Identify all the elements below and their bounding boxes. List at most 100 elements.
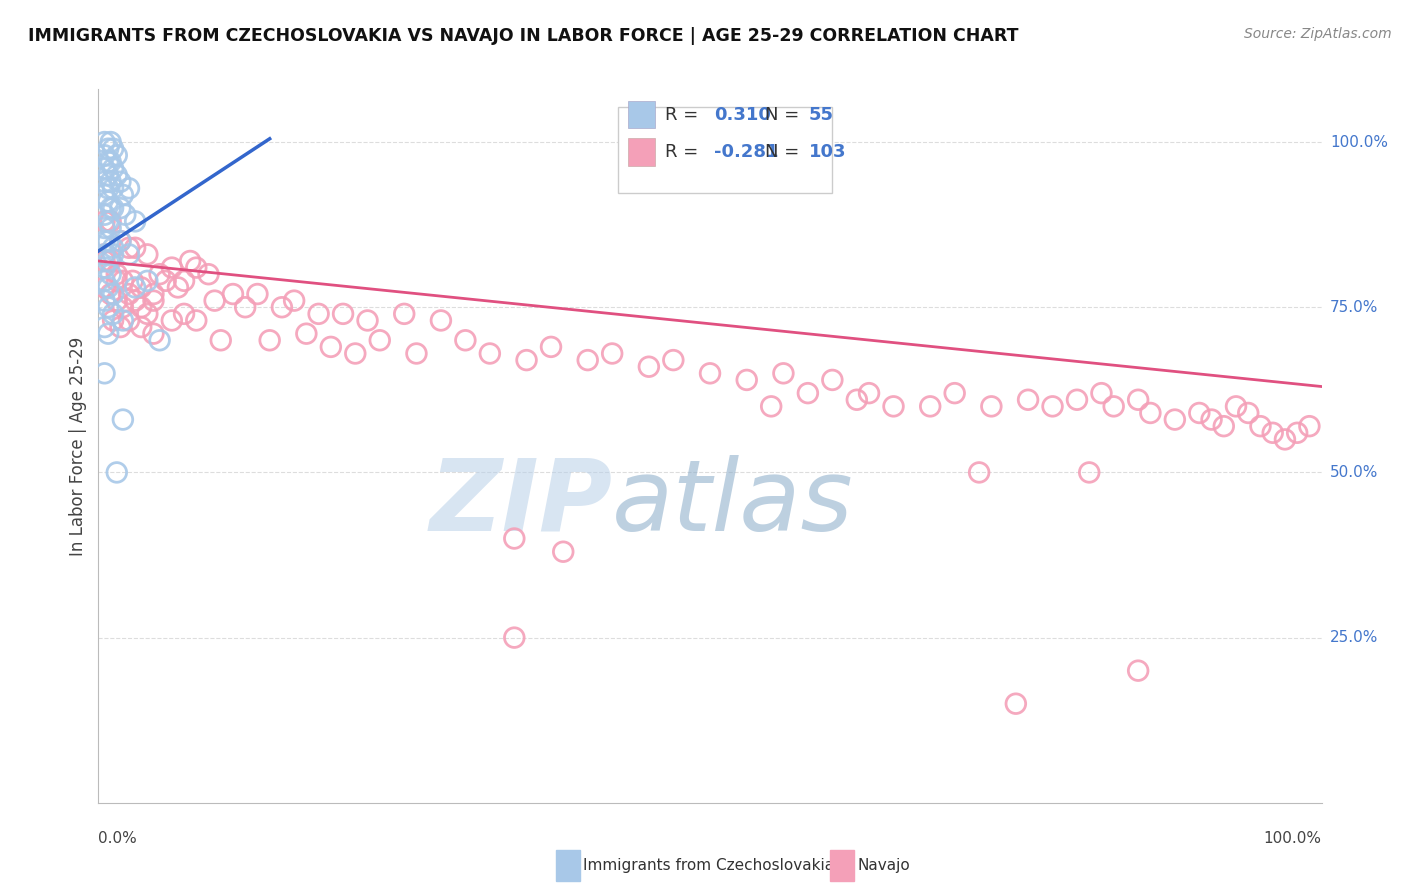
Point bbox=[186, 260, 208, 275]
Point bbox=[93, 214, 115, 228]
Point bbox=[93, 221, 115, 235]
Point bbox=[97, 168, 120, 182]
Point bbox=[920, 400, 942, 414]
Y-axis label: In Labor Force | Age 25-29: In Labor Force | Age 25-29 bbox=[69, 336, 87, 556]
FancyBboxPatch shape bbox=[628, 138, 655, 166]
Point bbox=[142, 287, 165, 301]
Point bbox=[1090, 386, 1112, 401]
Point bbox=[118, 241, 141, 255]
Point bbox=[478, 346, 501, 360]
Point bbox=[356, 313, 378, 327]
Point bbox=[136, 307, 159, 321]
Text: 75.0%: 75.0% bbox=[1330, 300, 1378, 315]
Point bbox=[93, 135, 115, 149]
FancyBboxPatch shape bbox=[619, 107, 832, 193]
Point bbox=[197, 267, 219, 281]
Text: Immigrants from Czechoslovakia: Immigrants from Czechoslovakia bbox=[583, 858, 835, 872]
Point bbox=[1237, 406, 1260, 420]
Point bbox=[105, 267, 128, 281]
Text: 100.0%: 100.0% bbox=[1264, 831, 1322, 847]
Point bbox=[136, 247, 159, 261]
Point bbox=[1128, 664, 1150, 678]
Point bbox=[124, 293, 146, 308]
Point bbox=[105, 466, 128, 480]
Point bbox=[97, 194, 120, 209]
Point bbox=[111, 313, 134, 327]
Point bbox=[105, 274, 128, 288]
Point bbox=[100, 287, 122, 301]
Point bbox=[1004, 697, 1026, 711]
Point bbox=[319, 340, 342, 354]
Point bbox=[160, 313, 183, 327]
Point bbox=[111, 188, 134, 202]
Point bbox=[93, 367, 115, 381]
Point bbox=[93, 234, 115, 248]
Point bbox=[93, 247, 115, 261]
Point bbox=[97, 181, 120, 195]
Text: Source: ZipAtlas.com: Source: ZipAtlas.com bbox=[1244, 27, 1392, 41]
Point bbox=[97, 142, 120, 156]
Point bbox=[576, 353, 599, 368]
Point bbox=[392, 307, 416, 321]
Point bbox=[173, 274, 195, 288]
Point bbox=[93, 280, 115, 294]
Text: N =: N = bbox=[765, 106, 806, 124]
Point bbox=[136, 274, 159, 288]
Point bbox=[110, 201, 132, 215]
Point bbox=[97, 234, 120, 248]
Point bbox=[110, 175, 132, 189]
Point bbox=[1298, 419, 1320, 434]
Point bbox=[100, 154, 122, 169]
Point bbox=[97, 300, 120, 314]
Point bbox=[233, 300, 256, 314]
Point bbox=[699, 367, 721, 381]
Point bbox=[97, 326, 120, 341]
Point bbox=[97, 214, 120, 228]
Text: R =: R = bbox=[665, 143, 704, 161]
Point bbox=[209, 333, 232, 347]
Point bbox=[503, 631, 526, 645]
Point bbox=[100, 214, 122, 228]
Point bbox=[100, 175, 122, 189]
Point bbox=[883, 400, 905, 414]
Point bbox=[93, 320, 115, 334]
Point bbox=[1286, 425, 1309, 440]
Point bbox=[149, 333, 172, 347]
Point bbox=[222, 287, 245, 301]
Text: atlas: atlas bbox=[612, 455, 853, 551]
Point bbox=[110, 234, 132, 248]
Point bbox=[772, 367, 794, 381]
Point bbox=[160, 260, 183, 275]
Point bbox=[845, 392, 868, 407]
Point bbox=[101, 142, 124, 156]
Point bbox=[295, 326, 318, 341]
Point bbox=[97, 280, 120, 294]
Point bbox=[344, 346, 367, 360]
Point bbox=[155, 274, 177, 288]
Point bbox=[553, 545, 575, 559]
Point bbox=[110, 320, 132, 334]
Text: -0.281: -0.281 bbox=[714, 143, 778, 161]
Point bbox=[101, 201, 124, 215]
Point bbox=[93, 161, 115, 176]
Point bbox=[1274, 433, 1296, 447]
Point bbox=[637, 359, 661, 374]
Point bbox=[118, 181, 141, 195]
Point bbox=[93, 293, 115, 308]
Point bbox=[179, 254, 201, 268]
Point bbox=[943, 386, 966, 401]
Point bbox=[1066, 392, 1088, 407]
Point bbox=[111, 274, 134, 288]
Point bbox=[129, 320, 152, 334]
Point bbox=[246, 287, 269, 301]
Point bbox=[1078, 466, 1101, 480]
Point bbox=[1042, 400, 1064, 414]
Text: IMMIGRANTS FROM CZECHOSLOVAKIA VS NAVAJO IN LABOR FORCE | AGE 25-29 CORRELATION : IMMIGRANTS FROM CZECHOSLOVAKIA VS NAVAJO… bbox=[28, 27, 1018, 45]
Point bbox=[503, 532, 526, 546]
Point bbox=[142, 293, 165, 308]
Point bbox=[167, 280, 190, 294]
Point bbox=[308, 307, 330, 321]
Point bbox=[332, 307, 354, 321]
Point bbox=[105, 148, 128, 162]
Point bbox=[735, 373, 758, 387]
